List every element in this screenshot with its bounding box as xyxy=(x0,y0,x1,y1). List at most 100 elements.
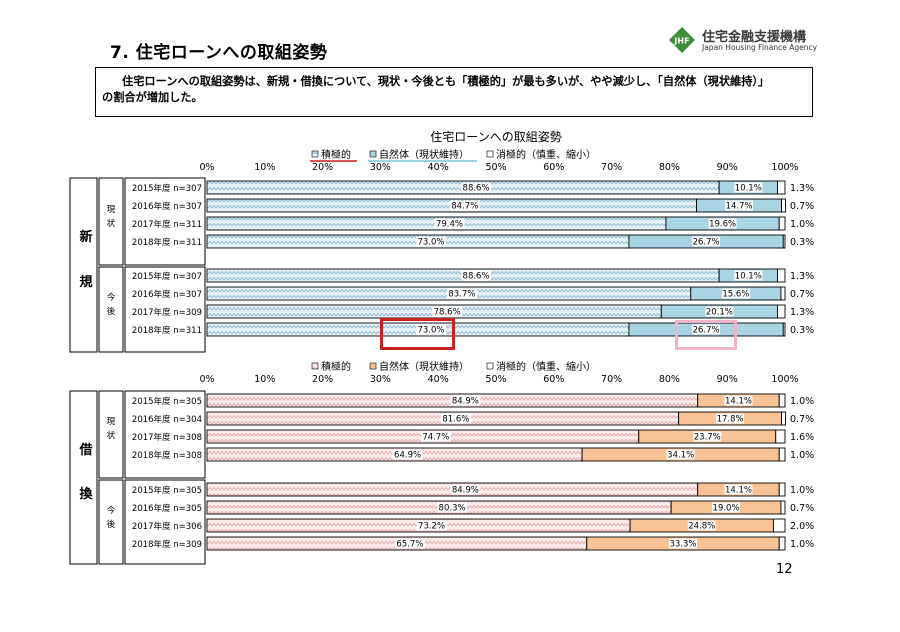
bar-segment xyxy=(772,518,786,533)
group-frame xyxy=(98,390,124,479)
data-label: 84.9% xyxy=(452,397,479,407)
highlight-box-pink xyxy=(675,320,737,350)
data-label-bg xyxy=(668,538,697,549)
data-label: 88.6% xyxy=(463,272,490,282)
data-label-bg xyxy=(725,200,754,211)
section-label-char: 借 xyxy=(78,442,92,458)
data-label-bg xyxy=(708,218,737,229)
bar-segment xyxy=(781,411,787,426)
legend-swatch xyxy=(311,150,319,158)
data-label: 80.3% xyxy=(439,504,466,514)
data-label: 1.3% xyxy=(790,307,814,318)
x-tick-label: 20% xyxy=(312,374,333,385)
row-label: 2018年度 n=311 xyxy=(132,325,202,336)
data-label: 17.8% xyxy=(717,415,744,425)
data-label: 14.1% xyxy=(725,397,752,407)
section-label-char: 規 xyxy=(79,275,92,290)
section-label-char: 新 xyxy=(79,229,92,245)
x-tick-label: 90% xyxy=(717,162,738,173)
x-tick-label: 50% xyxy=(485,162,506,173)
jhf-logo: JHF 住宅金融支援機構 Japan Housing Finance Agenc… xyxy=(668,26,828,56)
data-label-bg xyxy=(416,520,447,531)
legend-label: 消極的（慎重、縮小） xyxy=(496,360,596,373)
page-title: 7. 住宅ローンへの取組姿勢 xyxy=(110,43,328,63)
data-label: 0.3% xyxy=(790,237,814,248)
data-label-bg xyxy=(734,270,763,281)
x-tick-label: 70% xyxy=(601,162,622,173)
data-label-bg xyxy=(724,484,753,495)
data-label: 65.7% xyxy=(396,540,423,550)
data-label: 74.7% xyxy=(422,433,449,443)
group-label-char: 状 xyxy=(107,430,116,441)
group-label-char: 現 xyxy=(107,417,116,427)
jhf-logo-mark: JHF xyxy=(669,27,695,53)
row-label: 2015年度 n=307 xyxy=(132,183,202,194)
data-label-bg xyxy=(394,538,425,549)
data-label: 10.1% xyxy=(735,184,762,194)
x-tick-label: 10% xyxy=(254,374,275,385)
group-frame xyxy=(98,479,124,565)
bar-segment xyxy=(782,234,786,249)
x-tick-label: 100% xyxy=(771,374,798,385)
group-label-char: 後 xyxy=(107,519,116,530)
data-label: 73.0% xyxy=(417,326,444,336)
data-label-bg xyxy=(724,395,753,406)
row-label: 2018年度 n=308 xyxy=(132,450,202,461)
x-tick-label: 30% xyxy=(370,162,391,173)
data-label-bg xyxy=(450,484,481,495)
row-label-frame xyxy=(124,479,206,565)
x-tick-label: 40% xyxy=(428,374,449,385)
x-tick-label: 40% xyxy=(428,162,449,173)
data-label: 23.7% xyxy=(694,433,721,443)
page-number: 12 xyxy=(776,562,793,577)
legend-label: 消極的（慎重、縮小） xyxy=(496,148,596,161)
group-frame xyxy=(98,266,124,353)
data-label: 0.7% xyxy=(790,414,814,425)
data-label-bg xyxy=(461,270,492,281)
section-frame xyxy=(69,390,98,565)
data-label-bg xyxy=(712,502,741,513)
data-label: 78.6% xyxy=(434,308,461,318)
data-label: 1.3% xyxy=(790,183,814,194)
row-label: 2018年度 n=309 xyxy=(132,539,202,550)
x-tick-label: 20% xyxy=(312,162,333,173)
legend-swatch xyxy=(311,362,319,370)
bar-segment xyxy=(781,198,787,213)
data-label-bg xyxy=(432,306,463,317)
row-label: 2017年度 n=311 xyxy=(132,219,202,230)
x-tick-label: 100% xyxy=(771,162,798,173)
data-label: 33.3% xyxy=(669,540,696,550)
x-tick-label: 80% xyxy=(659,162,680,173)
data-label: 10.1% xyxy=(735,272,762,282)
data-label-bg xyxy=(716,413,745,424)
bar-segment xyxy=(778,447,786,462)
data-label-bg xyxy=(434,218,465,229)
data-label: 88.6% xyxy=(463,184,490,194)
row-label: 2016年度 n=307 xyxy=(132,201,202,212)
legend-label: 積極的 xyxy=(321,360,351,373)
data-label-bg xyxy=(450,395,481,406)
data-label-bg xyxy=(446,288,477,299)
data-label: 26.7% xyxy=(693,238,720,248)
data-label: 1.0% xyxy=(790,485,814,496)
data-label: 84.7% xyxy=(451,202,478,212)
data-label: 1.0% xyxy=(790,219,814,230)
bar-segment xyxy=(778,393,786,408)
row-label: 2016年度 n=307 xyxy=(132,289,202,300)
data-label: 34.1% xyxy=(667,451,694,461)
row-label-frame xyxy=(124,177,206,266)
legend-swatch xyxy=(486,362,494,370)
summary-line-1: 住宅ローンへの取組姿勢は、新規・借換について、現状・今後とも「積極的」が最も多い… xyxy=(122,75,770,88)
data-label-bg xyxy=(692,236,721,247)
data-label-bg xyxy=(693,431,722,442)
data-label: 19.6% xyxy=(709,220,736,230)
legend-swatch xyxy=(486,150,494,158)
data-label: 1.0% xyxy=(790,396,814,407)
bar-segment xyxy=(778,536,786,551)
row-label: 2017年度 n=308 xyxy=(132,432,202,443)
group-label-char: 現 xyxy=(107,205,116,215)
data-label: 0.7% xyxy=(790,503,814,514)
group-label-char: 後 xyxy=(107,306,116,317)
x-tick-label: 60% xyxy=(543,162,564,173)
data-label: 14.1% xyxy=(725,486,752,496)
